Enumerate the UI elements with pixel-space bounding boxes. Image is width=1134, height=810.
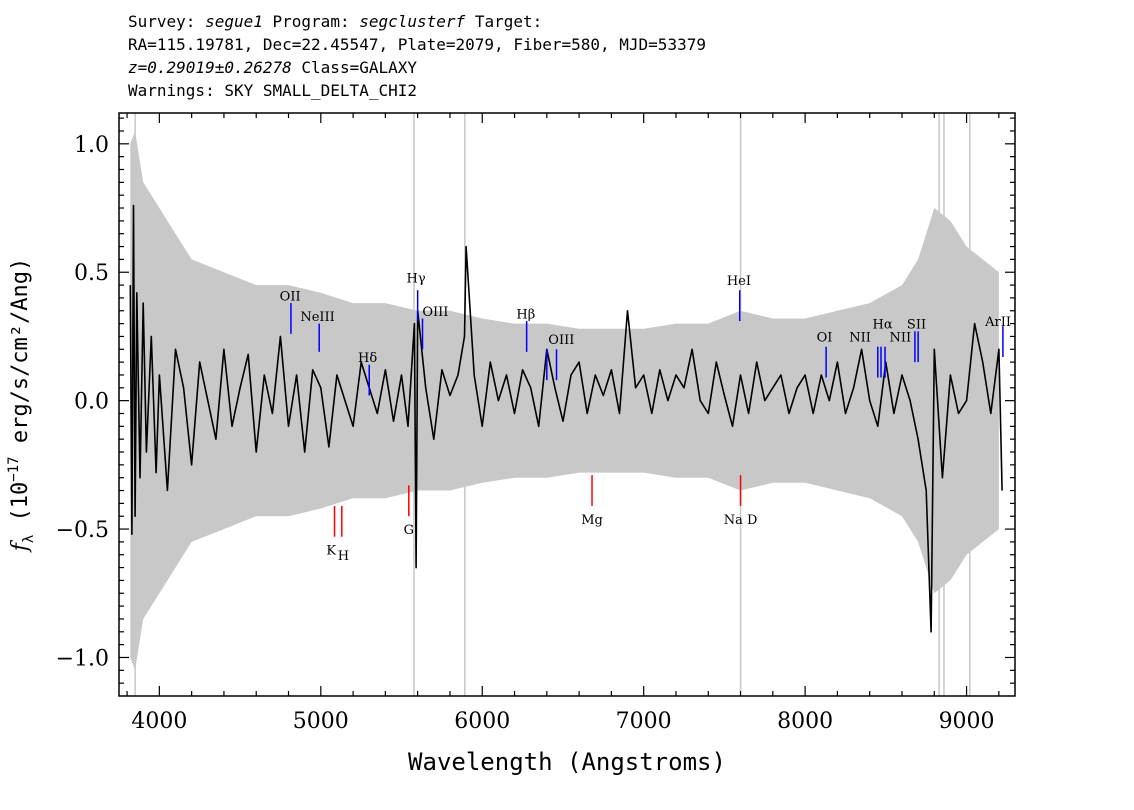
line-label: NeIII — [300, 310, 334, 325]
y-label-units-pre: (10 — [8, 482, 33, 535]
x-tick-label: 4000 — [131, 709, 187, 734]
y-tick-label: 1.0 — [74, 133, 109, 158]
program-value: segclusterf — [359, 12, 466, 31]
x-tick-label: 6000 — [454, 709, 510, 734]
x-tick-label: 8000 — [777, 709, 833, 734]
survey-value: segue1 — [205, 12, 263, 31]
y-tick-label: −0.5 — [56, 518, 109, 543]
x-tick-label: 9000 — [939, 709, 995, 734]
line-label: Hβ — [516, 307, 535, 322]
line-label: G — [404, 523, 414, 538]
line-label: K — [326, 544, 336, 559]
y-label-units-post: erg/s/cm²/Ang) — [8, 258, 33, 457]
line-label: NII — [849, 331, 871, 346]
x-tick-label: 7000 — [616, 709, 672, 734]
line-label: H — [338, 549, 349, 564]
y-tick-label: 0.5 — [74, 261, 109, 286]
x-tick-label: 5000 — [293, 709, 349, 734]
line-label: OI — [817, 331, 833, 346]
line-label: OIII — [548, 333, 574, 348]
line-label: NII — [890, 331, 912, 346]
line-label: ArII — [984, 315, 1011, 330]
target-label: Target: — [474, 12, 543, 31]
plot-data-group — [129, 113, 1004, 696]
line-label: Hδ — [358, 351, 377, 366]
redshift-line: z=0.29019±0.26278 Class=GALAXY — [128, 56, 706, 79]
line-label: Hγ — [406, 272, 425, 287]
redshift-value: z=0.29019±0.26278 — [128, 58, 292, 77]
x-axis-label: Wavelength (Angstroms) — [408, 748, 726, 776]
y-label-exponent: −17 — [6, 456, 22, 481]
y-tick-label: 0.0 — [74, 390, 109, 415]
line-label: OIII — [422, 305, 448, 320]
y-tick-label: −1.0 — [56, 646, 109, 671]
spectrum-header: Survey: segue1 Program: segclusterf Targ… — [128, 10, 706, 102]
y-axis-label: fλ (10−17 erg/s/cm²/Ang) — [6, 258, 37, 554]
line-label: SII — [907, 318, 926, 333]
line-label: Mg — [581, 513, 603, 528]
class-value: Class=GALAXY — [301, 58, 417, 77]
coordinates-line: RA=115.19781, Dec=22.45547, Plate=2079, … — [128, 35, 706, 54]
error-band — [130, 131, 999, 671]
y-label-subscript: λ — [21, 535, 37, 543]
plot-frame — [118, 112, 1016, 697]
line-label: Na D — [724, 513, 758, 528]
line-label: OII — [280, 289, 301, 304]
warnings-line: Warnings: SKY SMALL_DELTA_CHI2 — [128, 81, 417, 100]
line-label: HeI — [727, 274, 751, 289]
flux-line — [129, 204, 1003, 633]
survey-label: Survey: — [128, 12, 196, 31]
line-label: Hα — [873, 318, 893, 333]
program-label: Program: — [272, 12, 350, 31]
survey-line: Survey: segue1 Program: segclusterf Targ… — [128, 10, 706, 33]
